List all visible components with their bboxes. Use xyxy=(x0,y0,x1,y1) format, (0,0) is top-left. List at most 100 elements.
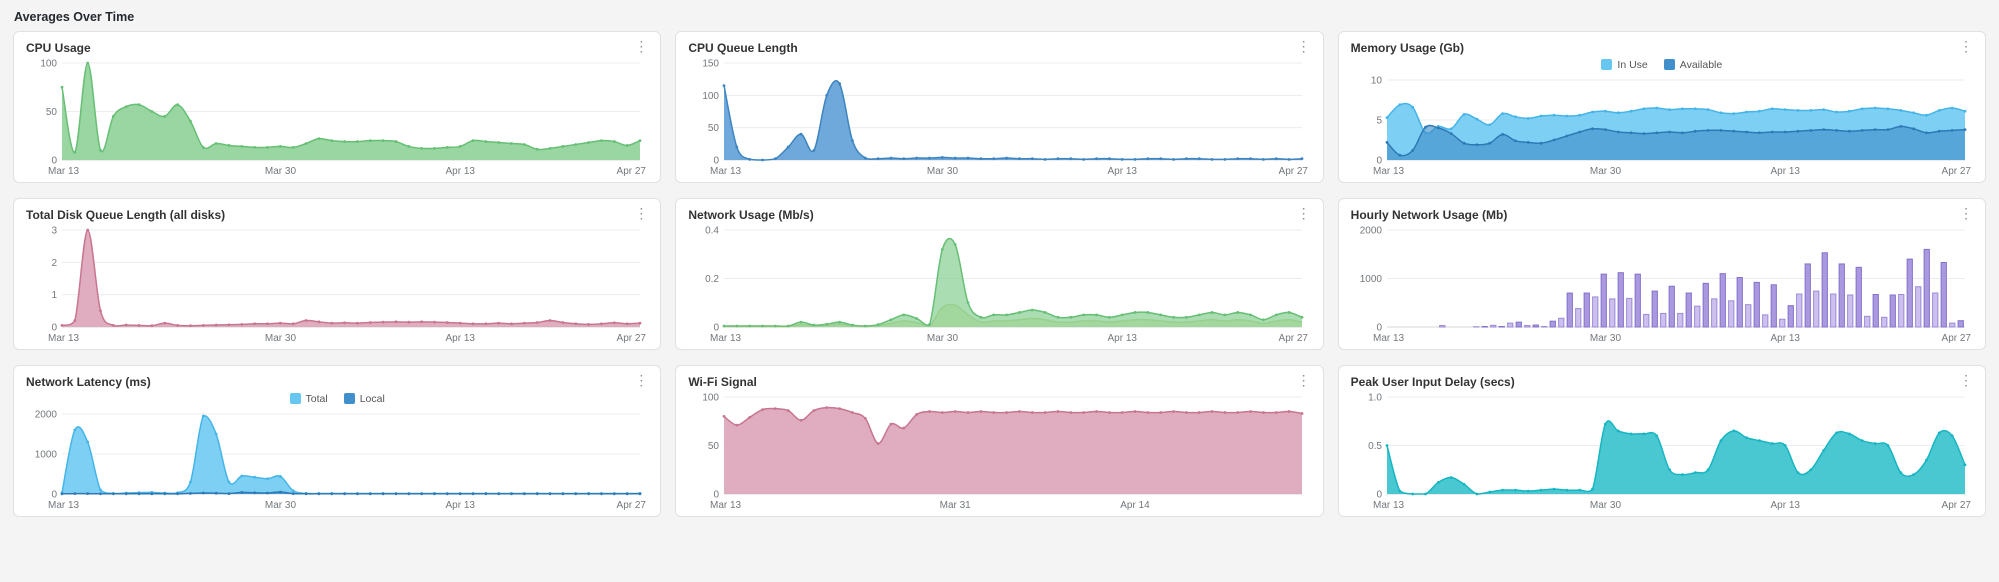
svg-text:Mar 30: Mar 30 xyxy=(1590,333,1622,344)
svg-text:3: 3 xyxy=(51,226,57,237)
svg-text:0: 0 xyxy=(714,490,720,501)
panel-menu-button[interactable]: ⋮ xyxy=(1291,37,1317,55)
panel-title: Network Usage (Mb/s) xyxy=(688,208,814,222)
svg-text:0.2: 0.2 xyxy=(705,274,719,285)
svg-text:2: 2 xyxy=(51,258,57,269)
svg-text:Apr 27: Apr 27 xyxy=(1279,333,1309,344)
svg-text:Apr 13: Apr 13 xyxy=(1770,500,1800,511)
legend-label: Total xyxy=(305,392,328,405)
svg-text:0: 0 xyxy=(714,323,720,334)
svg-text:50: 50 xyxy=(708,123,720,134)
svg-text:0: 0 xyxy=(51,156,57,167)
svg-text:1: 1 xyxy=(51,290,57,301)
svg-text:Mar 13: Mar 13 xyxy=(710,166,742,177)
memory-usage-chart: 0 5 10 Mar 13 Mar 30 Apr 13 Apr 27 xyxy=(1351,73,1973,178)
svg-text:Mar 13: Mar 13 xyxy=(48,166,80,177)
legend-swatch-icon xyxy=(343,393,355,404)
svg-text:Apr 13: Apr 13 xyxy=(1108,166,1138,177)
legend-item[interactable]: Total xyxy=(289,392,328,405)
svg-text:Mar 30: Mar 30 xyxy=(1590,500,1622,511)
legend-label: Available xyxy=(1679,58,1723,71)
panel-title: Hourly Network Usage (Mb) xyxy=(1350,208,1508,222)
svg-text:Mar 13: Mar 13 xyxy=(710,333,742,344)
svg-text:Mar 13: Mar 13 xyxy=(1373,500,1405,511)
svg-text:Mar 31: Mar 31 xyxy=(940,500,972,511)
cpu-usage-chart: 0 50 100 Mar 13 Mar 30 Apr 13 Apr 27 xyxy=(26,56,648,178)
panel-network-latency: Network Latency (ms) ⋮ Total Local 0 1000 2… xyxy=(13,365,662,517)
network-latency-chart: 0 1000 2000 Mar 13 Mar 30 Apr 13 Apr 27 xyxy=(26,407,648,512)
legend-item[interactable]: Available xyxy=(1663,58,1723,71)
chart-legend: In Use Available xyxy=(1351,56,1973,73)
page-title: Averages Over Time xyxy=(14,10,135,24)
legend-label: In Use xyxy=(1617,58,1648,71)
panel-menu-button[interactable]: ⋮ xyxy=(1953,371,1979,389)
chart-legend: Total Local xyxy=(26,390,648,407)
kebab-vertical-icon: ⋮ xyxy=(1958,205,1973,221)
legend-label: Local xyxy=(359,392,385,405)
panel-title: Peak User Input Delay (secs) xyxy=(1350,375,1515,389)
svg-text:Mar 13: Mar 13 xyxy=(1373,166,1405,177)
svg-text:0: 0 xyxy=(1376,490,1382,501)
panel-menu-button[interactable]: ⋮ xyxy=(1291,204,1317,222)
svg-text:0.4: 0.4 xyxy=(705,226,719,237)
panel-disk-queue-length: Total Disk Queue Length (all disks) ⋮ 0 1… xyxy=(13,198,662,350)
svg-text:Apr 27: Apr 27 xyxy=(1279,166,1309,177)
legend-item[interactable]: In Use xyxy=(1601,58,1648,71)
svg-text:Mar 13: Mar 13 xyxy=(710,500,742,511)
svg-text:0: 0 xyxy=(1376,156,1382,167)
panel-menu-button[interactable]: ⋮ xyxy=(628,37,654,55)
legend-swatch-icon xyxy=(289,393,301,404)
panel-network-usage: Network Usage (Mb/s) ⋮ 0 0.2 0.4 Mar 13 Mar … xyxy=(675,198,1324,350)
svg-text:1.0: 1.0 xyxy=(1368,393,1382,404)
panel-menu-button[interactable]: ⋮ xyxy=(1291,371,1317,389)
panel-title: Memory Usage (Gb) xyxy=(1350,41,1465,55)
panel-cpu-usage: CPU Usage ⋮ 0 50 100 Mar 13 Mar 30 Apr 13 Apr … xyxy=(13,31,662,183)
svg-text:150: 150 xyxy=(703,59,720,70)
kebab-vertical-icon: ⋮ xyxy=(634,205,649,221)
panel-title: CPU Queue Length xyxy=(688,41,798,55)
panel-menu-button[interactable]: ⋮ xyxy=(1953,204,1979,222)
svg-text:5: 5 xyxy=(1376,116,1382,127)
legend-swatch-icon xyxy=(1663,59,1675,70)
wifi-signal-chart: 0 50 100 Mar 13 Mar 31 Apr 14 xyxy=(688,390,1310,511)
svg-text:Mar 30: Mar 30 xyxy=(265,500,297,511)
cpu-queue-length-chart: 0 50 100 150 Mar 13 Mar 30 Apr 13 Apr 27 xyxy=(688,56,1310,178)
panel-wifi-signal: Wi-Fi Signal ⋮ 0 50 100 Mar 13 Mar 31 Apr 14 xyxy=(675,365,1324,517)
svg-text:Apr 27: Apr 27 xyxy=(1941,500,1971,511)
legend-item[interactable]: Local xyxy=(343,392,385,405)
svg-text:Mar 30: Mar 30 xyxy=(265,333,297,344)
kebab-vertical-icon: ⋮ xyxy=(634,38,649,54)
svg-text:10: 10 xyxy=(1371,76,1383,87)
panel-peak-user-input-delay: Peak User Input Delay (secs) ⋮ 0 0.5 1.0 Ma… xyxy=(1337,365,1986,517)
svg-text:Apr 13: Apr 13 xyxy=(1108,333,1138,344)
disk-queue-length-chart: 0 1 2 3 Mar 13 Mar 30 Apr 13 Apr 27 xyxy=(26,223,648,345)
panel-menu-button[interactable]: ⋮ xyxy=(628,204,654,222)
svg-text:100: 100 xyxy=(40,59,57,70)
svg-text:1000: 1000 xyxy=(35,450,58,461)
panel-menu-button[interactable]: ⋮ xyxy=(628,371,654,389)
panel-menu-button[interactable]: ⋮ xyxy=(1953,37,1979,55)
hourly-network-usage-chart: 0 1000 2000 Mar 13 Mar 30 Apr 13 Apr 27 xyxy=(1351,223,1973,345)
svg-text:50: 50 xyxy=(46,107,58,118)
kebab-vertical-icon: ⋮ xyxy=(634,372,649,388)
dashboard-grid: CPU Usage ⋮ 0 50 100 Mar 13 Mar 30 Apr 13 Apr … xyxy=(13,31,1986,517)
svg-text:Mar 13: Mar 13 xyxy=(1373,333,1405,344)
svg-text:Mar 30: Mar 30 xyxy=(927,333,959,344)
panel-title: Total Disk Queue Length (all disks) xyxy=(26,208,226,222)
svg-text:Apr 13: Apr 13 xyxy=(446,333,476,344)
svg-text:Mar 30: Mar 30 xyxy=(927,166,959,177)
svg-text:0: 0 xyxy=(714,156,720,167)
svg-text:Apr 13: Apr 13 xyxy=(446,500,476,511)
svg-text:Apr 27: Apr 27 xyxy=(617,333,647,344)
svg-text:Apr 13: Apr 13 xyxy=(1770,166,1800,177)
panel-title: Network Latency (ms) xyxy=(26,375,151,389)
svg-text:Apr 27: Apr 27 xyxy=(617,500,647,511)
svg-text:Mar 13: Mar 13 xyxy=(48,500,80,511)
svg-text:Apr 13: Apr 13 xyxy=(1770,333,1800,344)
svg-text:0: 0 xyxy=(51,323,57,334)
svg-text:2000: 2000 xyxy=(35,410,58,421)
panel-title: Wi-Fi Signal xyxy=(688,375,757,389)
svg-text:Apr 14: Apr 14 xyxy=(1121,500,1151,511)
svg-text:Apr 27: Apr 27 xyxy=(617,166,647,177)
panel-hourly-network-usage: Hourly Network Usage (Mb) ⋮ 0 1000 2000 Mar… xyxy=(1337,198,1986,350)
